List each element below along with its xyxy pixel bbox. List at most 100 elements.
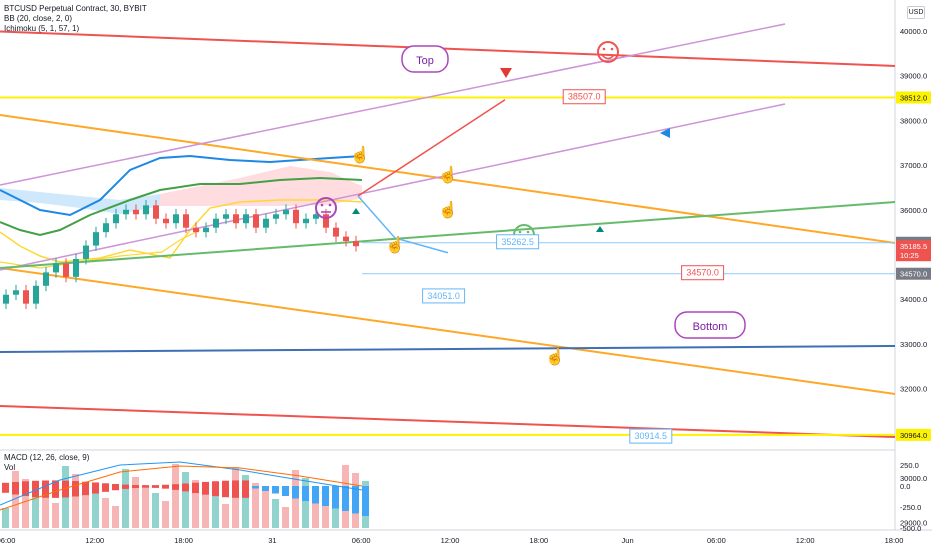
pointer-hand-icon: ☝ — [438, 165, 458, 184]
macd-histogram-bar — [52, 480, 59, 498]
price-label-box[interactable] — [562, 89, 606, 105]
candle-body[interactable] — [203, 227, 209, 233]
candle-body[interactable] — [143, 205, 149, 215]
price-label-box[interactable] — [629, 428, 673, 444]
candle-body[interactable] — [343, 236, 349, 242]
candle-body[interactable] — [93, 232, 99, 246]
time-tick-label: Jun — [622, 536, 634, 545]
volume-bar — [192, 480, 199, 528]
volume-bar — [292, 470, 299, 528]
macd-histogram-bar — [82, 481, 89, 496]
price-tick-label: 33000.0 — [900, 340, 927, 349]
candle-body[interactable] — [283, 209, 289, 215]
candle-body[interactable] — [253, 214, 259, 228]
candle-body[interactable] — [33, 285, 39, 304]
candle-body[interactable] — [13, 290, 19, 295]
macd-histogram-bar — [282, 486, 289, 496]
candle-body[interactable] — [183, 214, 189, 228]
macd-histogram-bar — [162, 484, 169, 489]
volume-bar — [132, 477, 139, 528]
candle-body[interactable] — [293, 209, 299, 224]
candle-body[interactable] — [113, 214, 119, 224]
macd-histogram-bar — [222, 480, 229, 498]
candle-body[interactable] — [323, 214, 329, 228]
symbol-title[interactable]: BTCUSD Perpetual Contract, 30, BYBIT — [4, 4, 147, 13]
time-tick-label: 12:00 — [796, 536, 815, 545]
price-tick-label: 38000.0 — [900, 116, 927, 125]
candle-body[interactable] — [43, 272, 49, 286]
vol-title[interactable]: Vol — [4, 463, 16, 472]
candle-body[interactable] — [173, 214, 179, 224]
price-label-box[interactable] — [422, 288, 466, 304]
volume-bar — [12, 471, 19, 528]
price-tick-label: 30000.0 — [900, 474, 927, 483]
candle-body[interactable] — [133, 209, 139, 215]
callout-text: Bottom — [693, 321, 728, 333]
volume-bar — [332, 502, 339, 528]
pointer-hand-icon: ☝ — [350, 145, 370, 164]
price-badge-label: 35185.5 — [900, 242, 927, 251]
candle-body[interactable] — [263, 218, 269, 228]
macd-histogram-bar — [212, 481, 219, 497]
macd-title[interactable]: MACD (12, 26, close, 9) — [4, 453, 90, 462]
candle-body[interactable] — [313, 214, 319, 219]
price-tick-label: 40000.0 — [900, 27, 927, 36]
volume-bar — [322, 494, 329, 528]
candle-body[interactable] — [163, 218, 169, 224]
projection-arrow-to-top[interactable] — [357, 99, 506, 197]
candle-body[interactable] — [3, 294, 9, 304]
green-trendline[interactable] — [0, 201, 896, 269]
candle-body[interactable] — [233, 214, 239, 224]
candle-body[interactable] — [193, 227, 199, 233]
candle-body[interactable] — [63, 263, 69, 277]
red-trendline-upper[interactable] — [0, 30, 896, 67]
candle-body[interactable] — [83, 245, 89, 259]
callout-bubble[interactable] — [674, 311, 746, 339]
price-label-box[interactable] — [681, 265, 725, 281]
candle-body[interactable] — [73, 258, 79, 277]
price-pane[interactable] — [0, 0, 895, 450]
volume-bar — [112, 506, 119, 528]
candle-body[interactable] — [123, 209, 129, 215]
macd-tick-label: -500.0 — [900, 524, 921, 533]
volume-bar — [152, 493, 159, 528]
candle-body[interactable] — [353, 241, 359, 247]
volume-bar — [312, 486, 319, 528]
blue-support-line[interactable] — [0, 345, 896, 353]
red-trendline-lower[interactable] — [0, 405, 896, 438]
currency-button[interactable]: USD — [907, 6, 925, 19]
time-tick-label: 06:00 — [352, 536, 371, 545]
macd-histogram-bar — [102, 483, 109, 492]
candle-body[interactable] — [53, 263, 59, 273]
price-tick-label: 37000.0 — [900, 161, 927, 170]
volume-bar — [252, 483, 259, 528]
projection-path-blue[interactable] — [357, 195, 449, 254]
bb-legend[interactable]: BB (20, close, 2, 0) — [4, 14, 73, 23]
violet-channel-upper[interactable] — [0, 23, 786, 186]
ichimoku-legend[interactable]: Ichimoku (5, 1, 57, 1) — [4, 24, 80, 33]
candle-body[interactable] — [213, 218, 219, 228]
candle-body[interactable] — [273, 214, 279, 219]
smile-face-icon-mouth — [601, 54, 615, 60]
candle-body[interactable] — [223, 214, 229, 219]
candle-body[interactable] — [333, 227, 339, 237]
candle-body[interactable] — [303, 218, 309, 224]
time-tick-label: 18:00 — [885, 536, 904, 545]
macd-histogram-bar — [122, 484, 129, 489]
macd-histogram-bar — [272, 486, 279, 494]
time-tick-label: 18:00 — [174, 536, 193, 545]
callout-bubble[interactable] — [401, 45, 449, 73]
candle-body[interactable] — [153, 205, 159, 219]
price-axis[interactable] — [895, 0, 932, 530]
orange-trendline-lower[interactable] — [0, 267, 896, 395]
candle-body[interactable] — [243, 214, 249, 224]
price-tick-label: 36000.0 — [900, 206, 927, 215]
candle-body[interactable] — [103, 223, 109, 233]
orange-trendline-upper[interactable] — [0, 114, 896, 244]
price-tick-label: 29000.0 — [900, 519, 927, 528]
violet-channel-lower[interactable] — [0, 103, 786, 271]
price-label-box[interactable] — [496, 234, 540, 250]
candle-body[interactable] — [23, 290, 29, 304]
macd-histogram-bar — [202, 481, 209, 495]
